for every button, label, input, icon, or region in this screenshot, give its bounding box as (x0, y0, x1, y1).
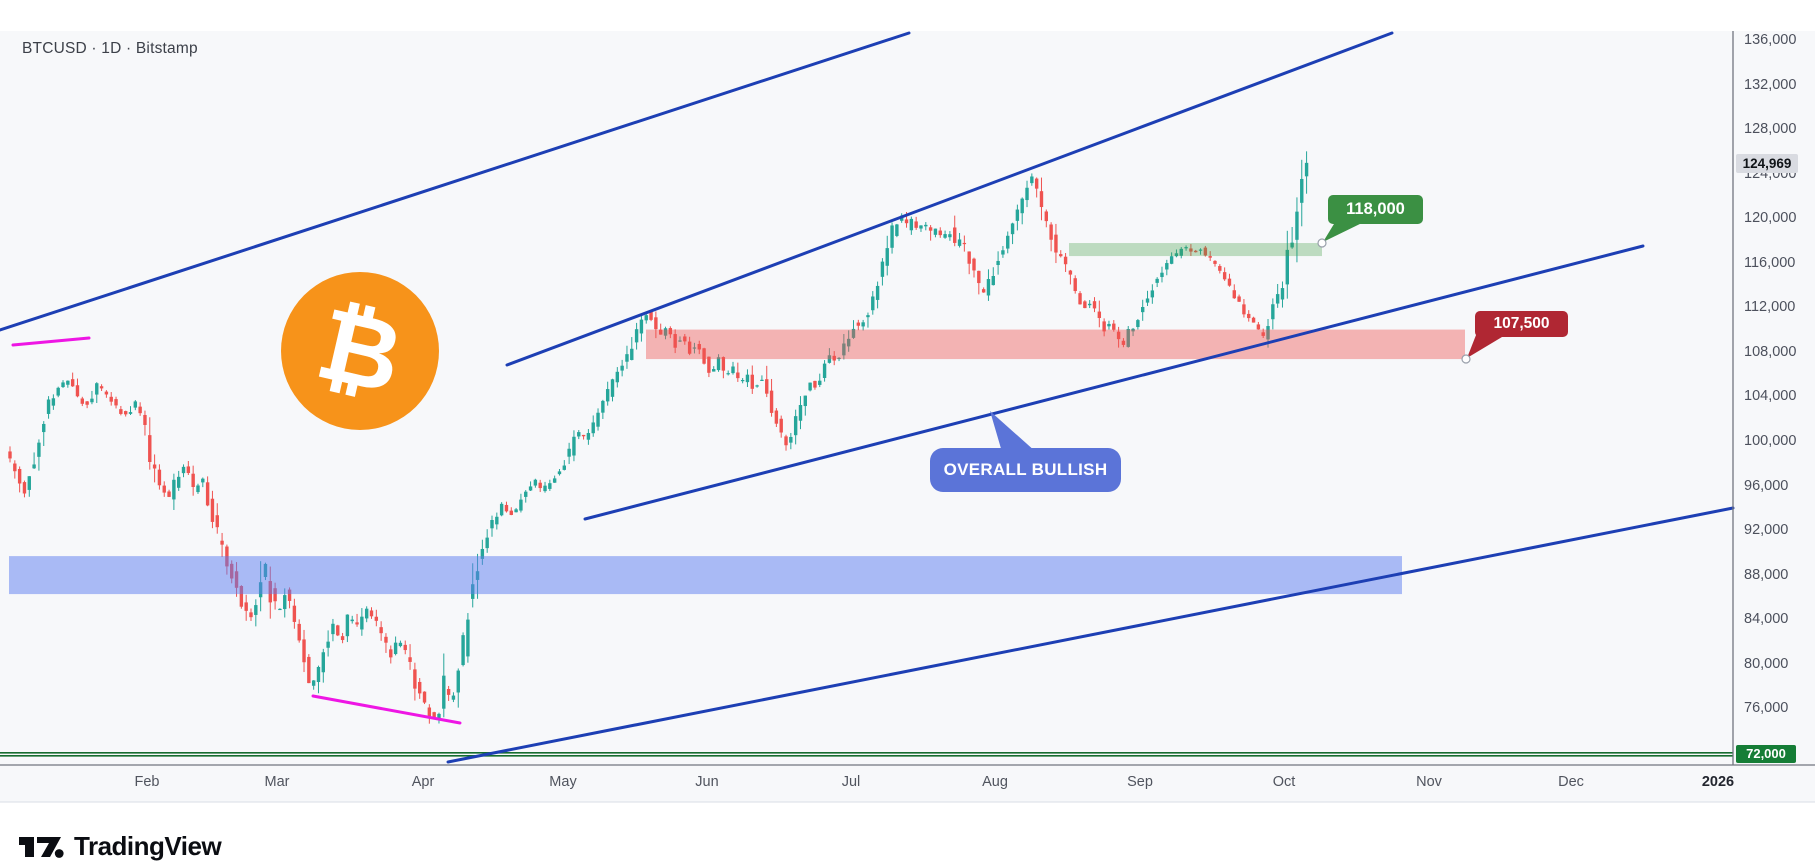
price-tick-108000: 108,000 (1744, 343, 1797, 360)
resistance-zone-handle[interactable] (1317, 238, 1327, 248)
time-tick-Aug: Aug (982, 774, 1008, 790)
price-tick-104000: 104,000 (1744, 388, 1797, 405)
channel-middle[interactable] (583, 244, 1645, 521)
time-tick-Apr: Apr (411, 774, 435, 790)
price-tick-92000: 92,000 (1744, 522, 1789, 539)
time-tick-2026: 2026 (1701, 774, 1735, 790)
time-tick-Nov: Nov (1416, 774, 1442, 790)
support-tag-tail (1467, 330, 1507, 358)
tradingview-wordmark: TradingView (74, 831, 222, 861)
symbol-title[interactable]: BTCUSD · 1D · Bitstamp (22, 40, 198, 57)
demand-band-blue[interactable] (9, 556, 1402, 595)
time-tick-Jul: Jul (841, 774, 861, 790)
support-zone-red[interactable] (646, 329, 1465, 360)
price-tick-88000: 88,000 (1744, 566, 1789, 583)
magenta-segment-april-low[interactable] (311, 694, 462, 725)
price-tick-100000: 100,000 (1744, 432, 1797, 449)
magenta-segment-top-left[interactable] (11, 336, 91, 347)
support-line-72000[interactable] (0, 751, 1733, 757)
overall-bullish-callout[interactable]: OVERALL BULLISH (930, 448, 1121, 492)
price-tick-96000: 96,000 (1744, 477, 1789, 494)
candlestick-series (8, 151, 1309, 724)
time-tick-Mar: Mar (264, 774, 290, 790)
time-tick-Oct: Oct (1272, 774, 1296, 790)
time-tick-Feb: Feb (134, 774, 160, 790)
chart-background (0, 31, 1815, 802)
price-tick-80000: 80,000 (1744, 655, 1789, 672)
channel-upper-outer[interactable] (0, 31, 911, 332)
channel-upper[interactable] (505, 31, 1394, 367)
current-price-badge: 124,969 (1736, 153, 1798, 173)
time-tick-Sep: Sep (1127, 774, 1153, 790)
tradingview-logo[interactable]: TradingView (18, 831, 222, 862)
price-tick-84000: 84,000 (1744, 611, 1789, 628)
price-tick-112000: 112,000 (1744, 299, 1796, 316)
support-price-badge: 72,000 (1736, 744, 1796, 763)
resistance-tag-tail (1323, 219, 1366, 242)
time-tick-Jun: Jun (695, 774, 719, 790)
resistance-zone-green[interactable] (1069, 243, 1322, 257)
channel-lower[interactable] (446, 506, 1735, 764)
price-tick-76000: 76,000 (1744, 700, 1789, 717)
support-zone-handle[interactable] (1461, 354, 1471, 364)
time-tick-May: May (549, 774, 577, 790)
price-tick-136000: 136,000 (1744, 32, 1797, 48)
bitcoin-logo-icon: ₿ (281, 272, 439, 430)
time-tick-Dec: Dec (1558, 774, 1584, 790)
tradingview-glyph-icon (19, 836, 64, 858)
price-tick-120000: 120,000 (1744, 210, 1797, 227)
support-price-tag[interactable]: 107,500 (1475, 311, 1568, 337)
price-tick-116000: 116,000 (1744, 254, 1796, 271)
callout-tail (990, 411, 1036, 452)
resistance-price-tag[interactable]: 118,000 (1328, 195, 1423, 224)
price-tick-132000: 132,000 (1744, 76, 1797, 93)
price-tick-128000: 128,000 (1744, 121, 1797, 138)
